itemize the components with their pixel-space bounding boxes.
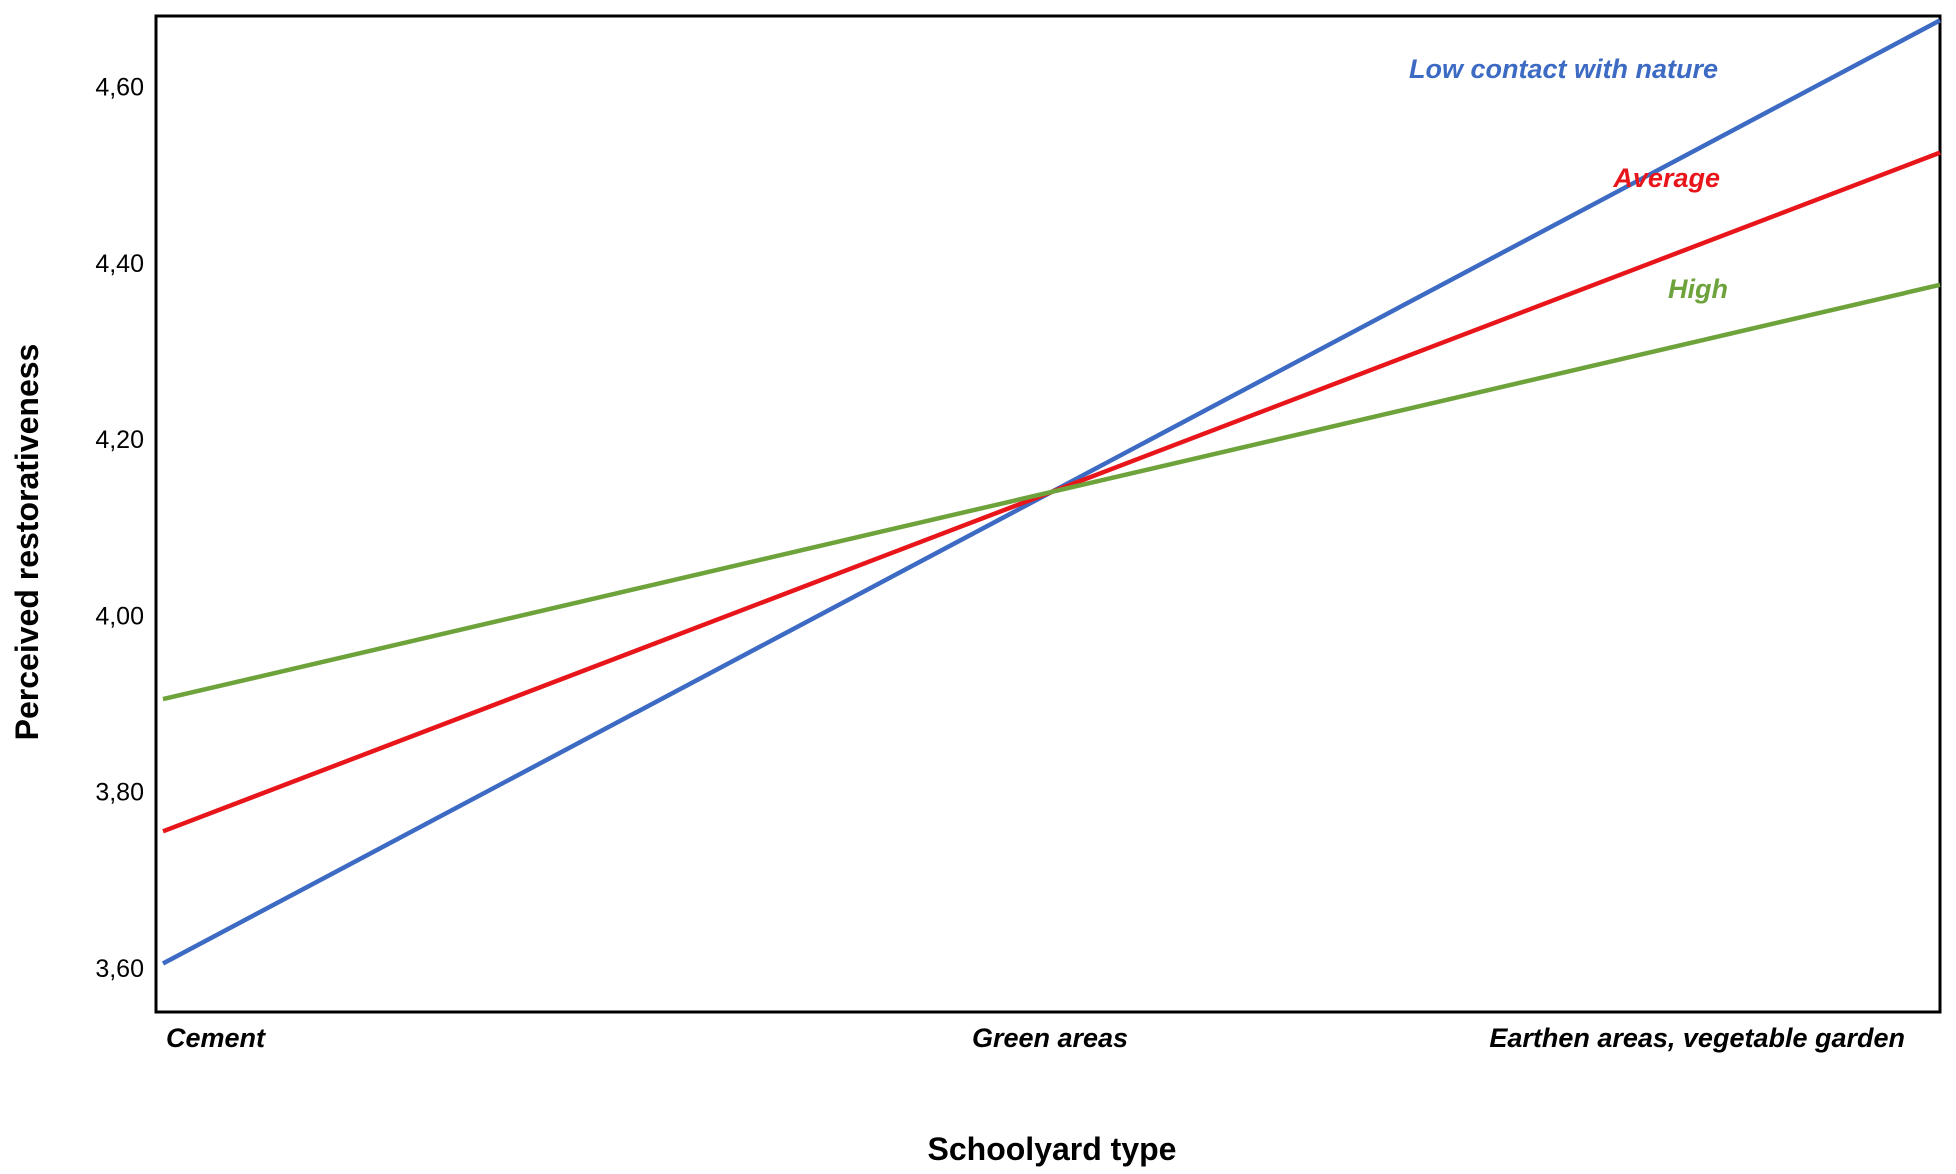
y-tick-label: 4,60	[95, 74, 144, 102]
x-tick-labels: Cement Green areas Earthen areas, vegetabl…	[166, 1023, 1905, 1053]
x-axis-title: Schoolyard type	[928, 1131, 1177, 1167]
series-line-2	[162, 282, 1941, 702]
y-tick-label: 4,40	[95, 250, 144, 278]
plot-area	[154, 14, 1942, 1014]
x-tick-label: Earthen areas, vegetable garden	[1489, 1023, 1905, 1053]
y-tick-labels: 3,60 3,80 4,00 4,20 4,40 4,60	[95, 74, 144, 983]
series-label-0: Low contact with nature	[1409, 54, 1718, 84]
x-tick-label: Cement	[166, 1023, 266, 1053]
series-lines	[161, 18, 1942, 966]
y-axis-title: Perceived restorativeness	[9, 344, 45, 741]
y-tick-label: 4,00	[95, 602, 144, 630]
y-tick-label: 3,60	[95, 955, 144, 983]
y-tick-label: 3,80	[95, 779, 144, 807]
series-labels: Low contact with nature Average High	[1409, 54, 1728, 304]
series-label-1: Average	[1612, 163, 1720, 193]
y-tick-label: 4,20	[95, 426, 144, 454]
series-label-2: High	[1668, 274, 1728, 304]
x-tick-label: Green areas	[972, 1023, 1128, 1053]
